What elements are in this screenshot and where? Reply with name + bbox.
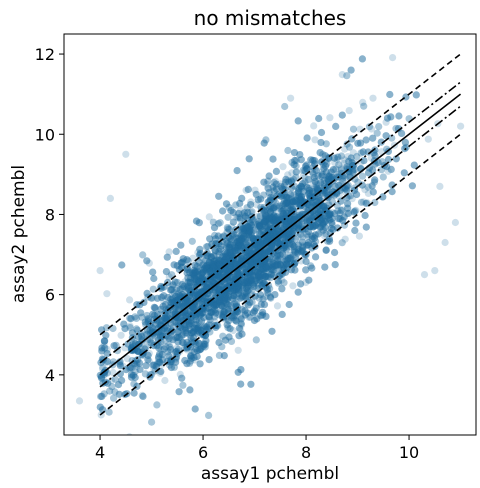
scatter-point	[268, 328, 275, 335]
scatter-point	[273, 168, 280, 175]
scatter-point	[286, 301, 293, 308]
scatter-point	[375, 123, 382, 130]
scatter-point	[161, 377, 168, 384]
scatter-point	[131, 440, 138, 447]
scatter-point	[103, 290, 110, 297]
scatter-point	[211, 224, 218, 231]
scatter-point	[278, 285, 285, 292]
scatter-point	[253, 336, 260, 343]
scatter-point	[304, 134, 311, 141]
scatter-point	[235, 347, 242, 354]
scatter-point	[176, 388, 183, 395]
scatter-point	[356, 233, 363, 240]
scatter-point	[118, 332, 125, 339]
scatter-point	[425, 136, 432, 143]
scatter-point	[142, 442, 149, 449]
scatter-point	[295, 117, 302, 124]
scatter-point	[323, 246, 330, 253]
scatter-point	[269, 156, 276, 163]
scatter-point	[246, 155, 253, 162]
scatter-point	[346, 107, 353, 114]
scatter-point	[126, 433, 133, 440]
scatter-point	[148, 419, 155, 426]
scatter-point	[360, 103, 367, 110]
scatter-point	[326, 114, 333, 121]
scatter-point	[142, 442, 149, 449]
scatter-point	[281, 103, 288, 110]
scatter-point	[359, 173, 366, 180]
scatter-point	[339, 239, 346, 246]
scatter-point	[289, 282, 296, 289]
scatter-point	[164, 254, 171, 261]
scatter-point	[234, 167, 241, 174]
scatter-point	[224, 224, 231, 231]
scatter-point	[274, 302, 281, 309]
scatter-point	[106, 409, 113, 416]
scatter-point	[189, 238, 196, 245]
scatter-point	[215, 339, 222, 346]
chart-title: no mismatches	[194, 6, 347, 30]
scatter-point	[362, 212, 369, 219]
scatter-point	[339, 112, 346, 119]
scatter-point	[126, 296, 133, 303]
scatter-point	[247, 201, 254, 208]
scatter-point	[350, 126, 357, 133]
scatter-point	[312, 253, 319, 260]
scatter-point	[179, 382, 186, 389]
scatter-point	[310, 122, 317, 129]
scatter-point	[303, 258, 310, 265]
scatter-point	[380, 173, 387, 180]
scatter-point	[389, 54, 396, 61]
scatter-point	[153, 401, 160, 408]
scatter-point	[139, 393, 146, 400]
scatter-point	[284, 147, 291, 154]
scatter-point	[305, 277, 312, 284]
scatter-point	[205, 412, 212, 419]
scatter-point	[139, 251, 146, 258]
scatter-point	[131, 440, 138, 447]
scatter-point	[129, 329, 136, 336]
scatter-point	[142, 442, 149, 449]
scatter-point	[137, 309, 144, 316]
scatter-point	[230, 219, 237, 226]
scatter-point	[295, 289, 302, 296]
scatter-point	[356, 126, 363, 133]
scatter-points	[76, 54, 464, 449]
scatter-point	[279, 163, 286, 170]
scatter-point	[118, 261, 125, 268]
